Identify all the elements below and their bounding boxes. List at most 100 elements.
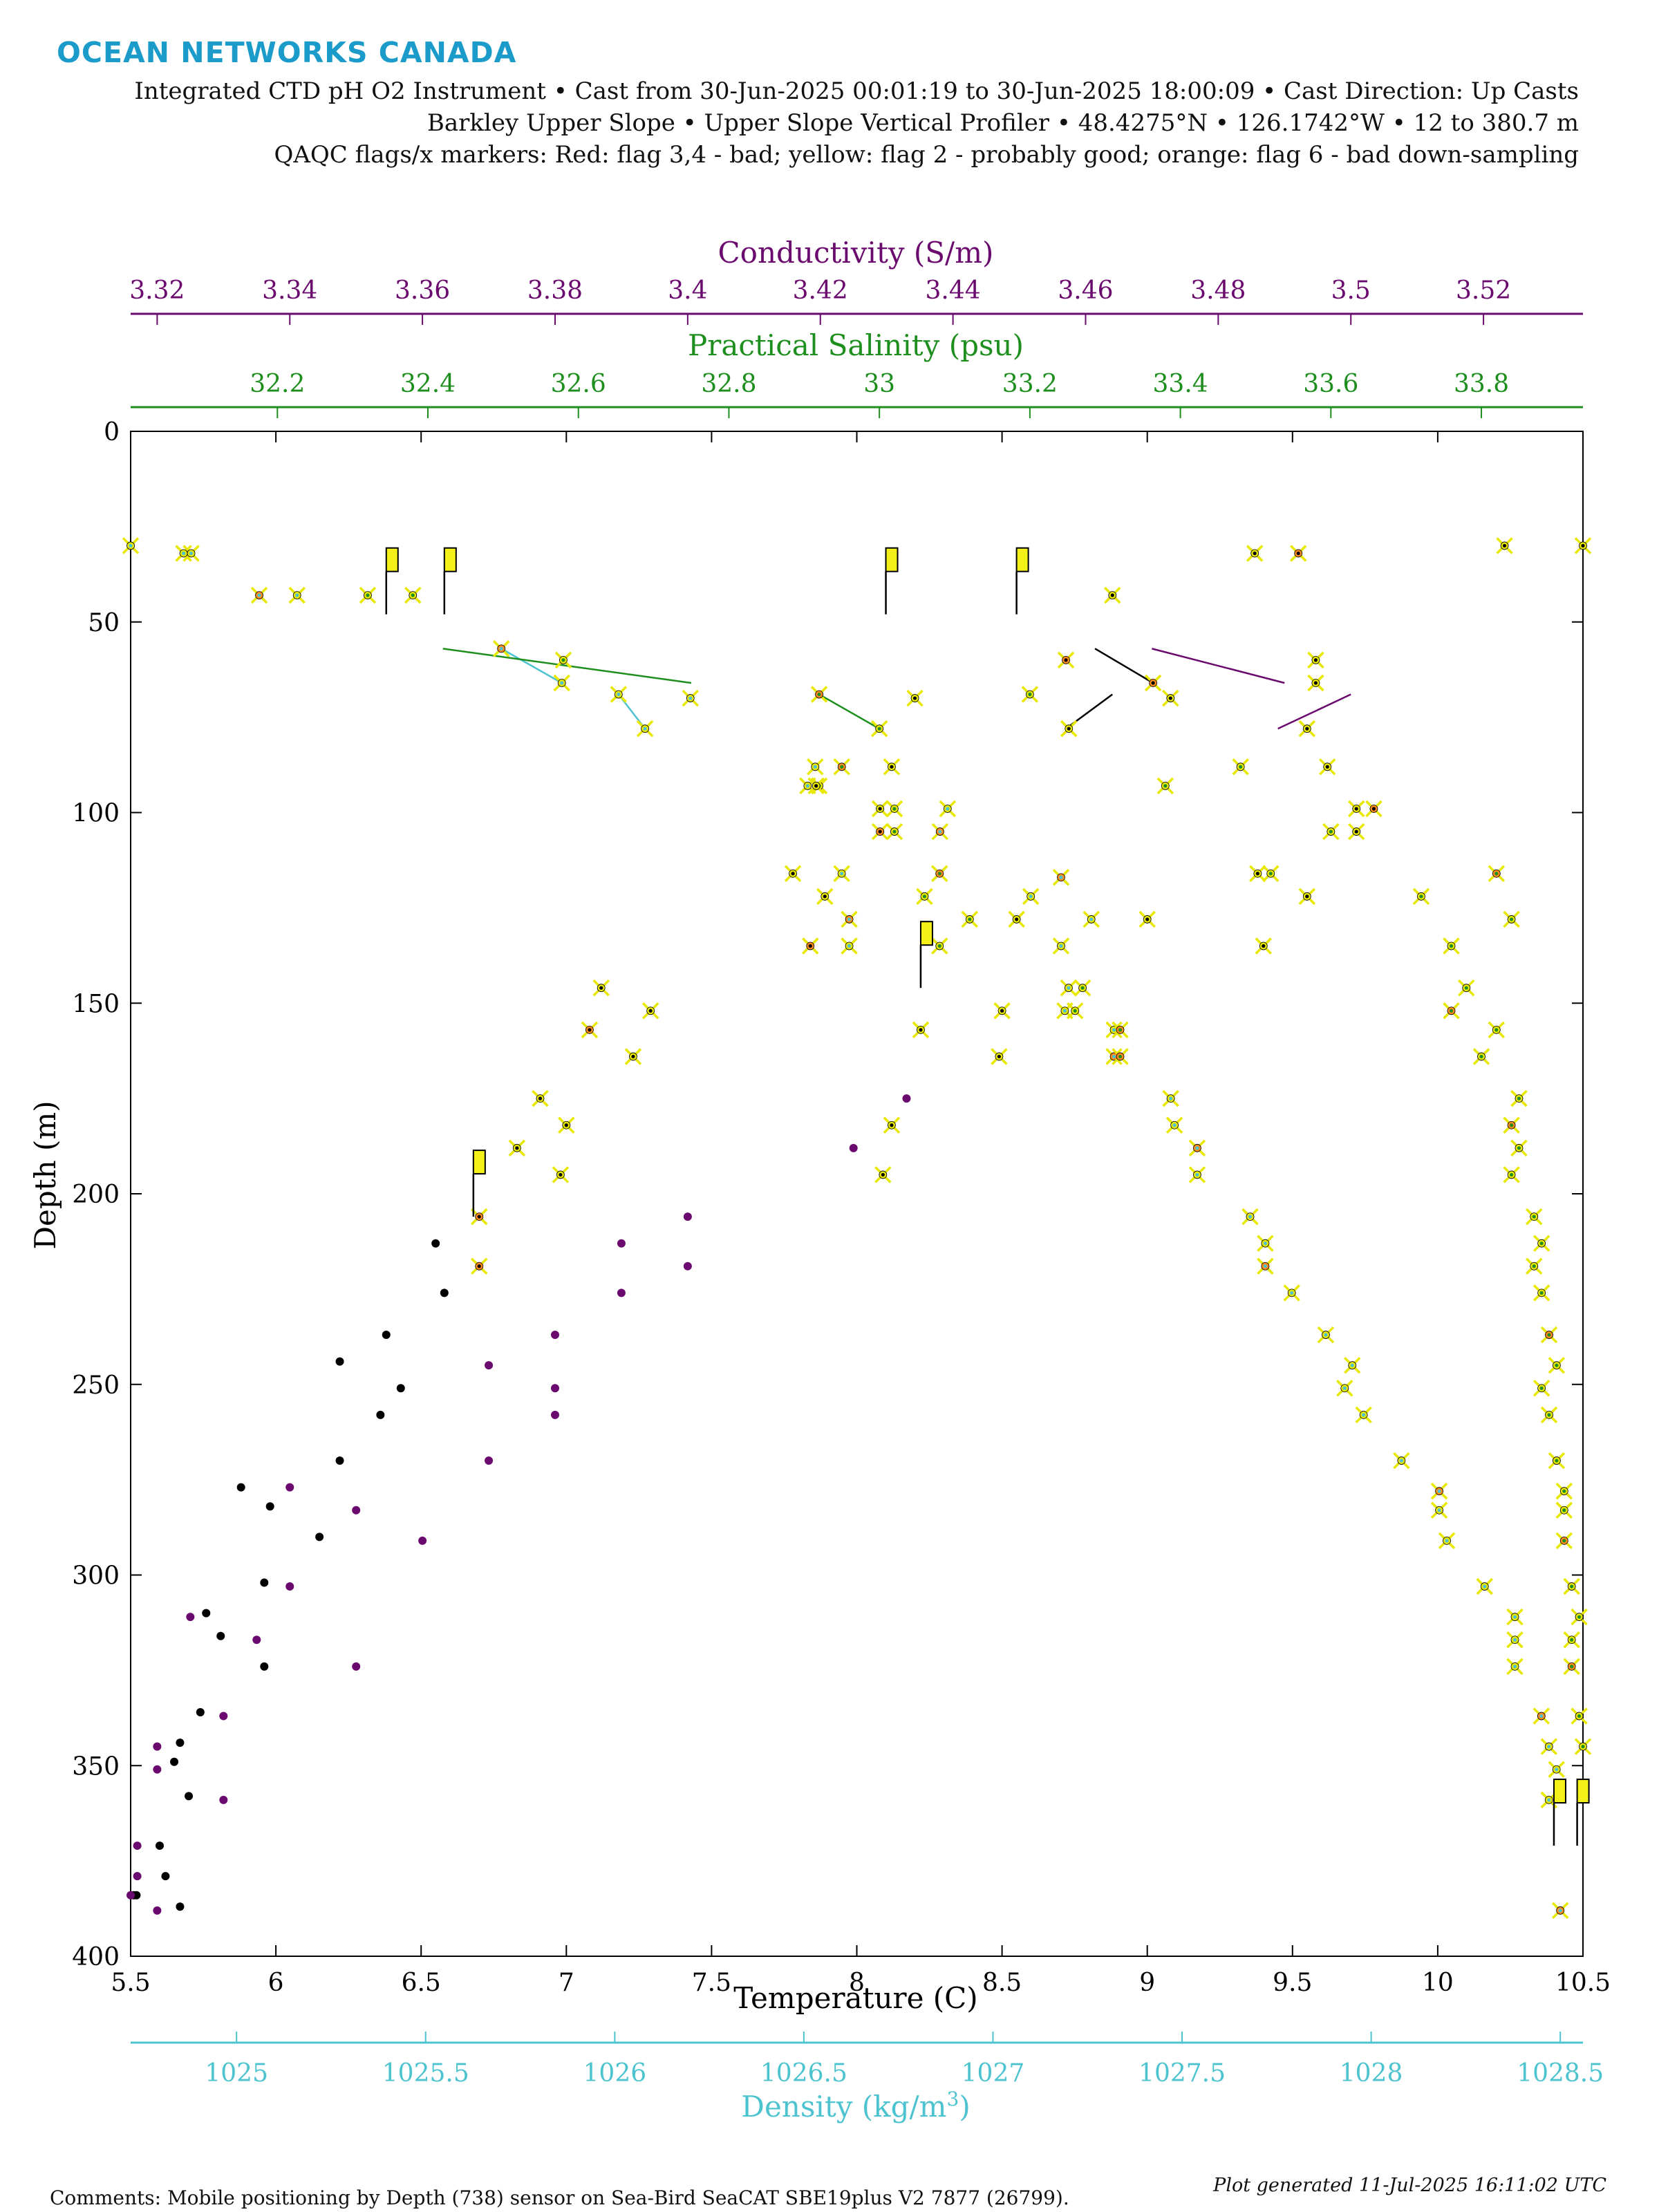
temperature-data-point	[170, 1757, 179, 1766]
temperature-data-point	[1151, 681, 1155, 685]
flag-marker-box	[885, 547, 899, 572]
flag-marker-box	[1553, 1779, 1566, 1804]
conductivity-data-point	[550, 1410, 559, 1419]
temperature-data-point	[1502, 543, 1507, 548]
temperature-data-point	[1354, 830, 1358, 834]
density-data-point	[1263, 1264, 1268, 1268]
salinity-data-point	[1547, 1333, 1551, 1337]
salinity-data-point	[840, 765, 844, 769]
conductivity-data-point	[550, 1384, 559, 1393]
depth-tick-label: 100	[72, 800, 120, 828]
salinity-data-point	[892, 830, 897, 834]
density-data-point	[1512, 1638, 1517, 1642]
salinity-data-point	[1509, 917, 1514, 921]
temperature-data-point	[1313, 658, 1318, 662]
density-data-point	[1437, 1489, 1441, 1493]
density-data-point	[129, 543, 133, 548]
depth-tick-label: 400	[72, 1943, 120, 1971]
temperature-data-point	[564, 1123, 568, 1127]
density-data-point	[499, 646, 503, 650]
temperature-data-point	[1145, 917, 1150, 921]
salinity-data-point	[1464, 986, 1468, 990]
temperature-data-point	[1581, 543, 1585, 548]
temperature-tick-label: 5.5	[111, 1969, 150, 1997]
temperature-tick-label: 9	[1139, 1969, 1155, 1997]
temperature-data-point	[1313, 681, 1318, 685]
plot-generated-footer: Plot generated 11-Jul-2025 16:11:02 UTC	[1213, 2175, 1606, 2196]
salinity-data-point	[817, 692, 821, 697]
conductivity-data-point	[133, 1872, 142, 1881]
density-data-point	[1112, 1054, 1116, 1059]
temperature-data-point	[808, 944, 812, 948]
flag-marker-box	[1015, 547, 1029, 572]
salinity-data-point	[1479, 1054, 1483, 1059]
temperature-data-point	[878, 807, 882, 811]
salinity-data-point	[1329, 830, 1333, 834]
salinity-data-point	[892, 807, 897, 811]
salinity-data-point	[1539, 1241, 1544, 1246]
salinity-data-point	[1449, 1009, 1454, 1013]
temperature-data-point	[1168, 696, 1172, 700]
temperature-data-point	[1354, 807, 1358, 811]
salinity-data-point	[366, 593, 370, 597]
conductivity-data-point	[902, 1094, 911, 1103]
density-data-point	[1512, 1615, 1517, 1619]
conductivity-data-point	[219, 1712, 228, 1721]
temperature-tick-label: 6.5	[402, 1969, 441, 1997]
density-data-point	[688, 696, 693, 700]
density-data-point	[560, 681, 564, 685]
salinity-data-point	[877, 727, 881, 731]
temperature-tick-label: 7.5	[692, 1969, 731, 1997]
conductivity-tick-label: 3.44	[926, 276, 981, 305]
salinity-data-point	[1539, 1291, 1544, 1295]
temperature-tick-label: 8.5	[982, 1969, 1022, 1997]
temperature-data-point	[335, 1357, 344, 1366]
temperature-data-point	[912, 696, 917, 700]
density-data-point	[257, 593, 261, 597]
conductivity-data-point	[153, 1765, 162, 1774]
salinity-data-point	[1517, 1096, 1521, 1100]
temperature-data-point	[396, 1384, 405, 1393]
temperature-data-point	[515, 1146, 519, 1150]
conductivity-data-point	[550, 1331, 559, 1340]
temperature-connector-line	[1094, 648, 1154, 684]
conductivity-data-point	[186, 1613, 195, 1622]
conductivity-connector-line	[1152, 648, 1285, 684]
density-data-point	[1558, 1909, 1562, 1913]
density-axis-label: Density (kg/m3)	[741, 2088, 970, 2124]
conductivity-data-point	[485, 1456, 494, 1465]
temperature-data-point	[315, 1533, 324, 1541]
salinity-tick-label: 33.4	[1153, 370, 1208, 398]
conductivity-tick-label: 3.38	[527, 276, 583, 305]
density-data-point	[1059, 944, 1063, 948]
salinity-data-point	[1539, 1386, 1544, 1390]
temperature-data-point	[265, 1502, 274, 1511]
conductivity-tick-label: 3.48	[1190, 276, 1246, 305]
plot-title-line-2: Barkley Upper Slope • Upper Slope Vertic…	[427, 109, 1579, 137]
conductivity-data-point	[352, 1506, 361, 1515]
salinity-data-point	[1562, 1539, 1566, 1543]
density-data-point	[1029, 894, 1033, 899]
density-tick-label: 1028.5	[1517, 2059, 1604, 2088]
temperature-data-point	[185, 1792, 194, 1801]
salinity-data-point	[1073, 1009, 1077, 1013]
density-data-point	[1350, 1363, 1354, 1367]
temperature-data-point	[890, 765, 894, 769]
salinity-data-point	[1577, 1714, 1582, 1718]
salinity-data-point	[1163, 784, 1168, 788]
plot-title-line-1: Integrated CTD pH O2 Instrument • Cast f…	[134, 77, 1579, 105]
density-data-point	[840, 872, 844, 876]
conductivity-tick-label: 3.52	[1456, 276, 1511, 305]
comments-footer: Comments: Mobile positioning by Depth (7…	[50, 2186, 1069, 2209]
density-data-point	[1437, 1508, 1441, 1512]
density-connector-line	[500, 648, 563, 684]
salinity-data-point	[1509, 1123, 1514, 1127]
temperature-data-point	[1305, 894, 1309, 899]
temperature-data-point	[1296, 551, 1300, 556]
density-data-point	[1062, 1009, 1067, 1013]
conductivity-data-point	[849, 1143, 858, 1152]
salinity-data-point	[1419, 894, 1423, 899]
conductivity-tick-label: 3.36	[395, 276, 450, 305]
salinity-data-point	[1118, 1054, 1123, 1059]
density-data-point	[1324, 1333, 1328, 1337]
